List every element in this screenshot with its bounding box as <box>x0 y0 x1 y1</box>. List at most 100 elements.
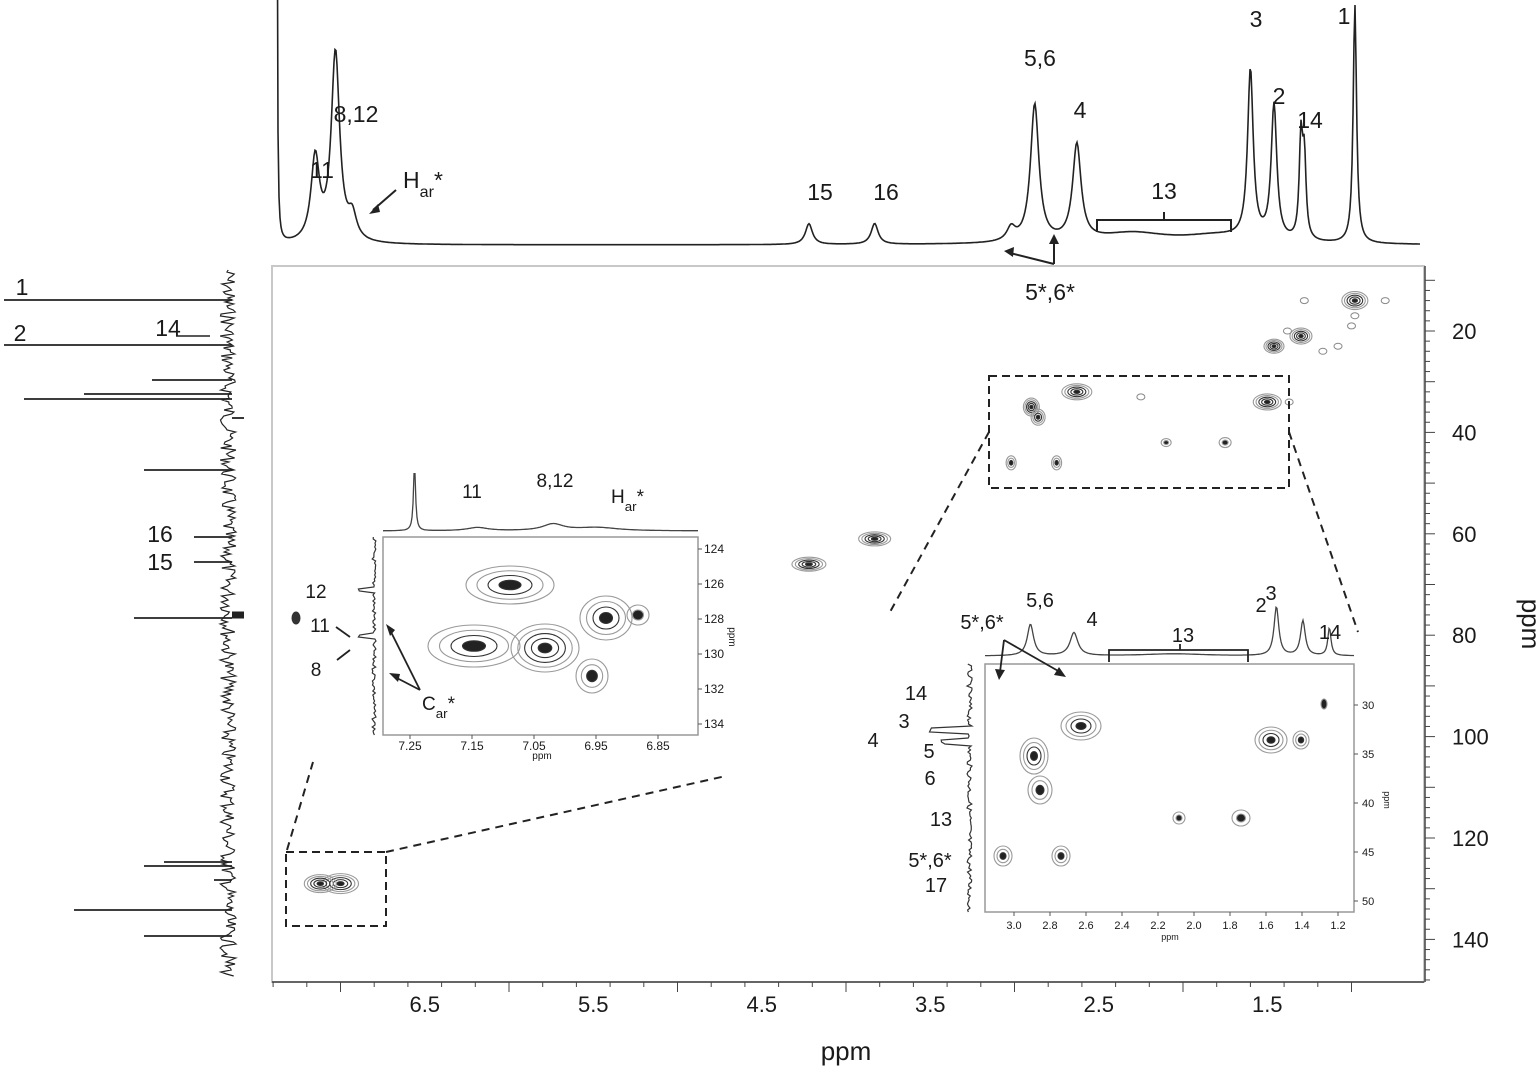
contour-level <box>1297 736 1305 744</box>
contour-level <box>996 848 1010 864</box>
y-tick-label: 40 <box>1452 420 1476 445</box>
contour-level <box>303 874 337 894</box>
inset-peak-label: 4 <box>867 730 878 752</box>
inset-peak-label: 3 <box>1265 583 1276 605</box>
contour-level <box>1035 784 1045 796</box>
proton-peak-label: 1 <box>1338 3 1351 29</box>
inset-contour <box>1254 726 1288 754</box>
minor-peak <box>1350 312 1360 320</box>
inset-x-tick-label: 7.25 <box>398 739 422 753</box>
proton-peak-label: 13 <box>1151 178 1177 204</box>
inset-x-axis-label: ppm <box>1161 932 1179 942</box>
contour-level <box>1030 408 1046 426</box>
contour-level <box>1054 848 1068 864</box>
contour-level <box>461 640 487 652</box>
proton-peak-label: 4 <box>1074 97 1087 123</box>
inset-y-tick-label: 124 <box>704 542 724 556</box>
contour-level <box>1320 698 1328 710</box>
minor-peak <box>1333 342 1343 350</box>
contour-level <box>1060 711 1102 741</box>
inset-x-tick-label: 1.8 <box>1222 920 1237 932</box>
cross-peak <box>1160 437 1172 448</box>
contour-level <box>1295 733 1307 747</box>
contour-level <box>1175 814 1183 822</box>
contour-level <box>1064 384 1090 399</box>
proton-peak-label: 5,6 <box>1024 45 1056 71</box>
contour-level <box>794 558 824 571</box>
carbon-peak-label: 16 <box>147 521 173 547</box>
contour-level <box>1075 721 1087 731</box>
proton-peak-label: 2 <box>1273 83 1286 109</box>
inset-peak-label: 12 <box>305 582 326 603</box>
inset-peak-label: 17 <box>925 875 947 897</box>
inset-peak-label: 13 <box>1172 625 1194 647</box>
inset-peak-label: 5*,6* <box>960 612 1004 634</box>
contour-level <box>310 877 331 890</box>
inset-x-tick-label: 3.0 <box>1006 920 1021 932</box>
contour-level <box>1160 437 1172 448</box>
inset-frame <box>382 536 699 736</box>
contour-level <box>631 609 645 621</box>
arrow-head <box>1004 247 1014 257</box>
contour-level <box>530 637 560 659</box>
contour-level <box>313 879 328 888</box>
contour-level <box>1254 726 1288 754</box>
x-tick-label: 5.5 <box>578 992 609 1017</box>
inset-contour <box>579 595 633 641</box>
arrow-head <box>389 673 400 682</box>
x-tick-label: 1.5 <box>1252 992 1283 1017</box>
inset-contour <box>575 658 609 694</box>
zoom-connector <box>286 761 314 851</box>
inset-x-axis-label: ppm <box>532 751 551 762</box>
minor-peak <box>1380 297 1390 305</box>
y-tick-label: 20 <box>1452 319 1476 344</box>
minor-peak <box>1299 297 1309 305</box>
minor-peak <box>1136 393 1146 401</box>
inset-x-tick-label: 2.4 <box>1114 920 1129 932</box>
contour-level <box>592 606 620 630</box>
contour-level <box>1349 296 1361 305</box>
contour-level <box>537 642 553 654</box>
inset-carbon-trace <box>928 663 974 913</box>
inset-peak-label: 14 <box>1319 622 1341 644</box>
inset-contour <box>626 604 650 626</box>
contour-level <box>1231 809 1251 827</box>
contour-level <box>1298 333 1304 339</box>
contour-level <box>1266 736 1276 744</box>
contour-level <box>498 579 522 591</box>
proton-peak-label: 3 <box>1250 6 1263 32</box>
arrow-head <box>369 204 380 214</box>
contour-level <box>1265 340 1283 353</box>
contour-level <box>1026 746 1042 766</box>
zoom-connector <box>1288 431 1359 633</box>
inset-peak-label: 3 <box>898 711 909 733</box>
arrow-head <box>1049 234 1059 244</box>
x-tick-label: 3.5 <box>915 992 946 1017</box>
minor-peak <box>1318 347 1328 355</box>
cross-peak <box>321 873 360 895</box>
cross-peak <box>858 531 892 547</box>
inset-contour <box>427 624 521 668</box>
contour-level <box>804 562 813 567</box>
y-axis-label: ppm <box>1516 599 1536 650</box>
contour-level <box>1007 457 1016 469</box>
minor-peak <box>1347 322 1356 330</box>
x-tick-label: 6.5 <box>409 992 440 1017</box>
inset-peak-label: 11 <box>462 482 482 503</box>
contour-level <box>1022 741 1046 771</box>
inset-peak-label: Car* <box>422 694 456 721</box>
contour-level <box>1054 459 1059 466</box>
inset-y-tick-label: 126 <box>704 577 724 591</box>
contour-level <box>626 604 650 626</box>
contour-level <box>1263 399 1271 405</box>
contour-level <box>1065 714 1097 738</box>
inset-peak-label: 13 <box>930 809 952 831</box>
contour-level <box>580 664 604 688</box>
contour-level <box>598 611 614 625</box>
contour-level <box>325 875 356 893</box>
inset-frame <box>984 663 1355 913</box>
inset-aromatic: 11 8,12 Har* 12 11 8 Car* 7.25 7.15 7.05 6.95 6.85 p… <box>305 471 737 762</box>
contour-level <box>586 669 598 683</box>
contour-level <box>1052 457 1061 469</box>
